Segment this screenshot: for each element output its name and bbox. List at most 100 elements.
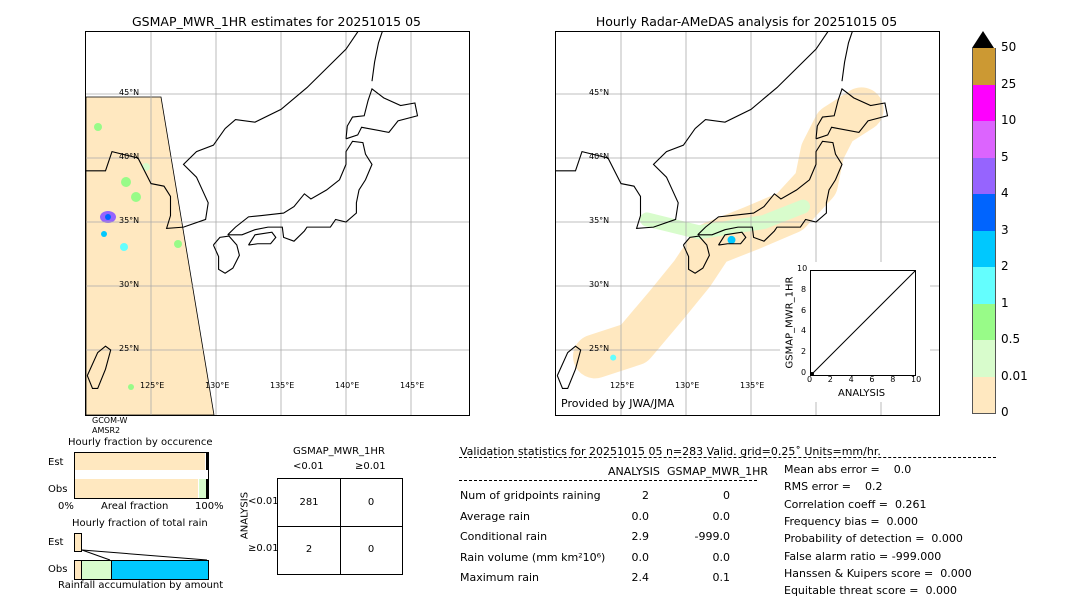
stat-gsmap: 0 <box>723 489 730 502</box>
scatter-ytick: 8 <box>801 284 807 294</box>
lon-label: 135°E <box>270 381 295 390</box>
colorbar-segment <box>972 303 996 340</box>
occ-est-bar-end <box>206 453 208 470</box>
occ-obs-bar-none <box>75 479 198 498</box>
stat-gsmap: 0.1 <box>712 571 731 584</box>
stat-label: Num of gridpoints raining <box>460 489 601 502</box>
coastline-hokkaido <box>815 87 889 140</box>
occ-x1: 100% <box>195 501 224 512</box>
coastline-shikoku <box>718 231 747 246</box>
colorbar-tick: 10 <box>1001 113 1017 127</box>
lon-label: 130°E <box>205 381 230 390</box>
lat-label: 45°N <box>119 88 140 97</box>
sensor-label: GCOM-W AMSR2 <box>92 416 127 436</box>
scatter-inset: 0 0 2 2 4 4 6 6 8 8 10 10 ANALYSIS GSMAP_MWR_1HR <box>780 262 930 402</box>
left-map: 45°N 40°N 35°N 30°N 25°N 125°E 130°E 135°E 140°E… <box>85 31 470 416</box>
scatter-xtick: 8 <box>890 375 896 384</box>
stat-label: Rain volume (mm km²10⁶) <box>460 550 606 564</box>
rain-cell <box>131 192 141 202</box>
scatter-xtick: 6 <box>869 375 875 384</box>
coastline-kyushu <box>212 235 240 274</box>
occ-obs-bar-end <box>206 479 208 498</box>
tr-xlabel: Rainfall accumulation by amount <box>58 580 224 591</box>
rain-cell <box>94 123 102 131</box>
colorbar-tick: 0.5 <box>1001 332 1021 346</box>
tr-obs-label: Obs <box>48 564 68 575</box>
lon-label: 145°E <box>400 381 425 390</box>
colorbar-tick: 2 <box>1001 259 1009 273</box>
lat-label: 30°N <box>119 280 140 289</box>
lon-label: 135°E <box>740 381 765 390</box>
stat-label: Conditional rain <box>460 530 548 543</box>
occ-est-bar <box>75 453 205 470</box>
colorbar-tick: 1 <box>1001 295 1009 310</box>
stat-label: Maximum rain <box>460 571 539 584</box>
colorbar-segment <box>972 340 996 377</box>
ct-cell: 0 <box>367 497 375 508</box>
colorbar-segment <box>972 157 996 194</box>
colorbar-tick: 4 <box>1001 186 1009 200</box>
lon-label: 130°E <box>675 381 700 390</box>
stat-gsmap: -999.0 <box>694 530 730 543</box>
ct-col-0: <0.01 <box>293 461 324 472</box>
colorbar-segment <box>972 376 996 413</box>
occurrence-chart <box>74 452 209 499</box>
scatter-ytick: 6 <box>801 305 807 315</box>
stat-analysis: 2.9 <box>631 530 650 543</box>
lat-label: 35°N <box>589 216 610 225</box>
scatter-ylabel: GSMAP_MWR_1HR <box>784 276 796 369</box>
rain-cell <box>727 235 736 244</box>
scatter-ytick: 2 <box>801 347 807 357</box>
col-gsmap: GSMAP_MWR_1HR <box>667 465 769 478</box>
rain-cell <box>128 384 134 390</box>
occ-obs-bar-light <box>199 479 206 498</box>
occ-xlabel: Areal fraction <box>101 501 169 512</box>
diagonal-line <box>811 271 915 375</box>
stat-analysis: 0.0 <box>631 550 650 564</box>
rain-cell <box>105 214 111 220</box>
scatter-xtick: 2 <box>827 375 833 384</box>
ct-row-1: ≥0.01 <box>248 543 279 554</box>
stat-gsmap: 0.0 <box>712 509 731 523</box>
score-line: Probability of detection = 0.000 <box>784 532 963 546</box>
tr-est-bar <box>74 533 82 552</box>
credit-label: Provided by JWA/JMA <box>561 397 675 410</box>
colorbar-tick: 0 <box>1001 405 1009 419</box>
rain-cell <box>120 243 128 251</box>
colorbar-extend-triangle <box>972 31 994 48</box>
coastline-kyushu <box>682 235 710 274</box>
scatter-ytick: 4 <box>801 326 807 336</box>
colorbar-tick: 5 <box>1001 149 1009 164</box>
colorbar-segment <box>972 230 996 267</box>
total-rain-chart <box>74 533 209 580</box>
stat-analysis: 0.0 <box>631 509 650 523</box>
colorbar-segment <box>972 48 996 85</box>
score-line: Correlation coeff = 0.261 <box>784 497 927 511</box>
score-line: Mean abs error = 0.0 <box>784 463 912 476</box>
occ-est-label: Est <box>48 457 64 468</box>
lat-label: 40°N <box>119 152 140 161</box>
lon-label: 140°E <box>335 381 360 390</box>
colorbar-tick: 50 <box>1001 40 1017 54</box>
coastline-sakhalin <box>841 32 853 82</box>
occ-x0: 0% <box>58 501 74 512</box>
lat-label: 25°N <box>119 344 140 353</box>
colorbar-tick: 25 <box>1001 76 1017 91</box>
colorbar-segment <box>972 194 996 231</box>
sensor-line1: GCOM-W <box>92 416 128 425</box>
scatter-point <box>811 372 814 375</box>
lon-label: 125°E <box>140 381 165 390</box>
score-line: RMS error = 0.2 <box>784 480 883 494</box>
col-analysis: ANALYSIS <box>608 465 660 478</box>
coastline-honshu <box>227 140 373 242</box>
colorbar-tick: 3 <box>1001 222 1009 237</box>
ct-col-1: ≥0.01 <box>355 461 386 472</box>
ct-cell: 281 <box>299 497 319 508</box>
occurrence-title: Hourly fraction by occurence <box>68 437 213 448</box>
stat-analysis: 2 <box>642 489 649 502</box>
rain-cell <box>610 354 617 361</box>
stat-label: Average rain <box>460 509 530 523</box>
rain-cell <box>121 177 131 187</box>
ct-title: GSMAP_MWR_1HR <box>293 446 385 457</box>
colorbar-segment <box>972 84 996 121</box>
